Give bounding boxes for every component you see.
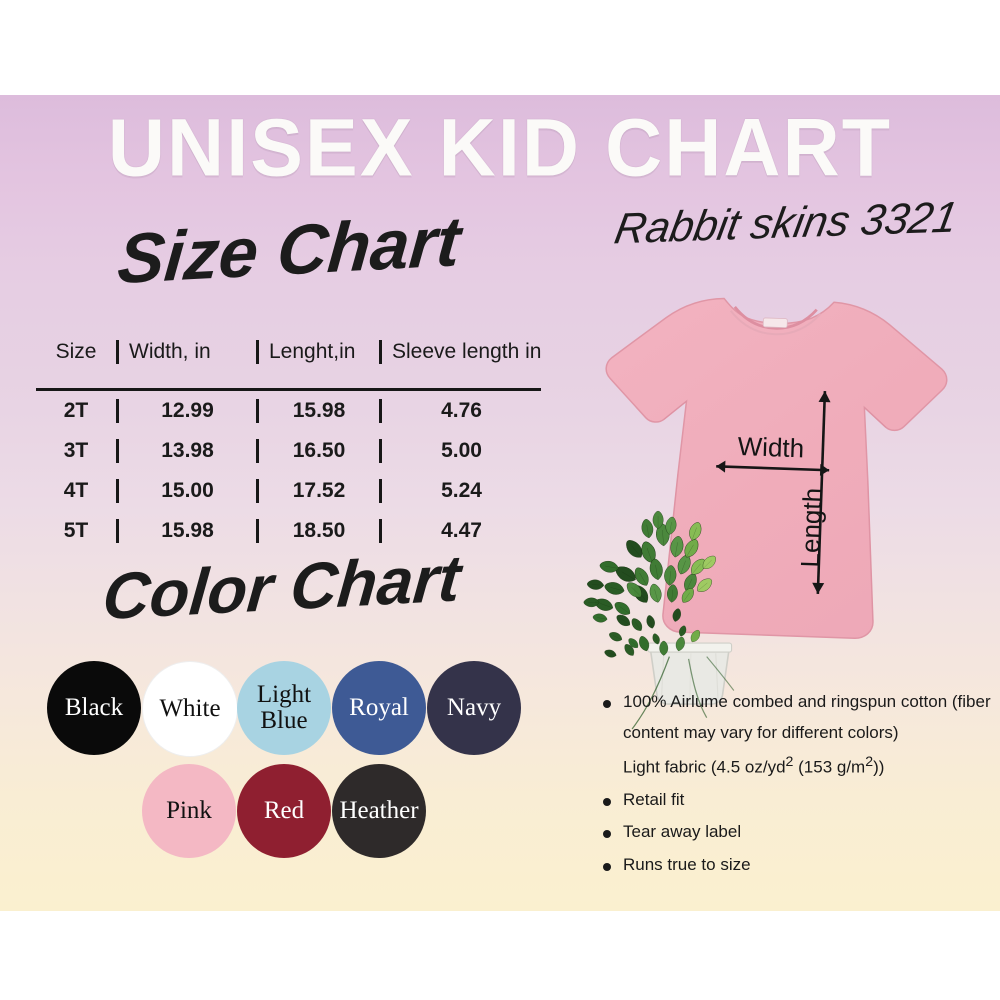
svg-text:Width: Width	[737, 431, 804, 463]
